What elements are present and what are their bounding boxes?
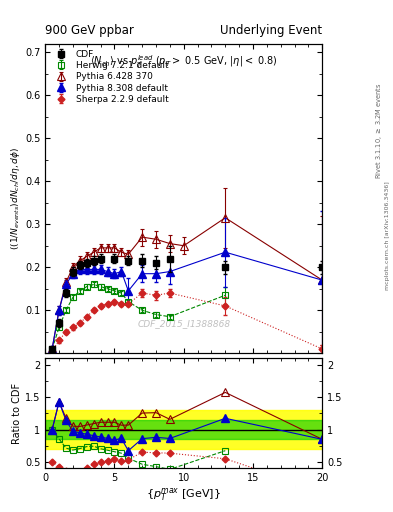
Text: mcplots.cern.ch [arXiv:1306.3436]: mcplots.cern.ch [arXiv:1306.3436]: [385, 181, 389, 290]
Text: CDF_2015_I1388868: CDF_2015_I1388868: [137, 319, 230, 329]
Bar: [45, 410, 322, 449]
Text: $\langle N_{ch}\rangle$ vs $p_T^{lead}$ ($p_T >$ 0.5 GeV, $|\eta| <$ 0.8): $\langle N_{ch}\rangle$ vs $p_T^{lead}$ …: [90, 53, 277, 70]
Text: Rivet 3.1.10, $\geq$ 3.2M events: Rivet 3.1.10, $\geq$ 3.2M events: [374, 82, 384, 179]
Text: Underlying Event: Underlying Event: [220, 25, 322, 37]
Bar: [45, 420, 322, 439]
Text: 900 GeV ppbar: 900 GeV ppbar: [45, 25, 134, 37]
Y-axis label: $((1/N_{events}) dN_{ch}/d\eta, d\phi)$: $((1/N_{events}) dN_{ch}/d\eta, d\phi)$: [9, 147, 22, 250]
Y-axis label: Ratio to CDF: Ratio to CDF: [12, 383, 22, 444]
X-axis label: $\{p_T^{max}$ [GeV]$\}$: $\{p_T^{max}$ [GeV]$\}$: [146, 486, 221, 503]
Legend: CDF, Herwig 7.2.1 default, Pythia 6.428 370, Pythia 8.308 default, Sherpa 2.2.9 : CDF, Herwig 7.2.1 default, Pythia 6.428 …: [50, 48, 171, 105]
